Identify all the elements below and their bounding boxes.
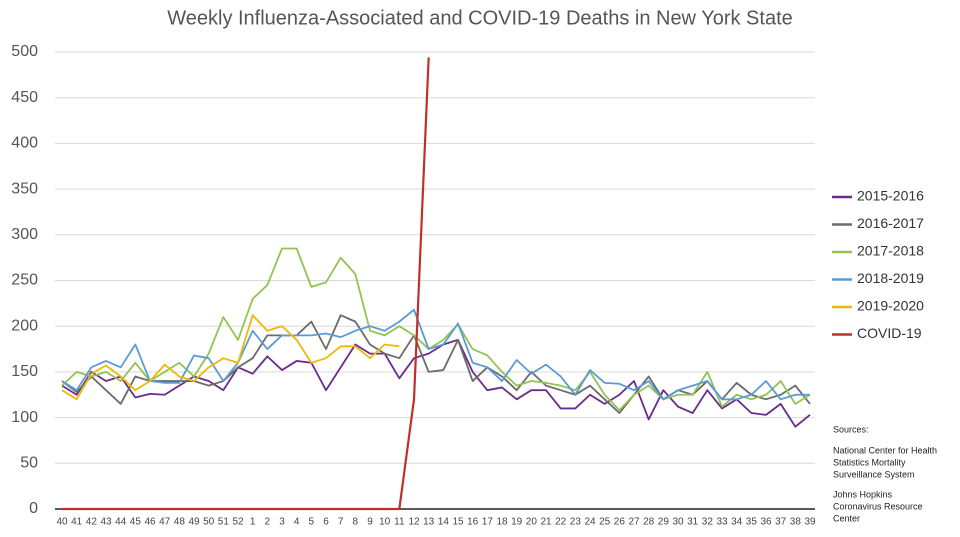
x-tick-label: 27 [628,517,640,528]
x-tick-label: 2 [265,517,271,528]
x-tick-label: 49 [188,517,200,528]
x-tick-label: 25 [599,517,611,528]
x-tick-label: 33 [716,517,728,528]
source-line: Center [833,513,860,523]
source-line: Johns Hopkins [833,489,893,499]
x-tick-label: 34 [731,517,743,528]
x-tick-label: 20 [526,517,538,528]
y-tick-label: 500 [11,43,38,60]
x-tick-label: 29 [658,517,670,528]
y-tick-label: 350 [11,180,38,197]
y-tick-label: 150 [11,363,38,380]
x-tick-label: 31 [687,517,699,528]
x-tick-label: 10 [379,517,391,528]
x-tick-label: 37 [775,517,787,528]
x-tick-label: 48 [174,517,186,528]
x-tick-label: 23 [570,517,582,528]
x-tick-label: 22 [555,517,567,528]
y-tick-label: 400 [11,135,38,152]
series-line [61,314,400,401]
x-tick-label: 47 [159,517,171,528]
x-tick-label: 6 [323,517,329,528]
x-tick-label: 40 [56,517,68,528]
x-tick-label: 45 [130,517,142,528]
x-tick-label: 36 [760,517,772,528]
y-tick-label: 100 [11,409,38,426]
x-tick-label: 13 [423,517,435,528]
y-tick-label: 300 [11,226,38,243]
series-line [61,308,810,401]
sources-heading: Sources: [833,424,869,434]
x-tick-label: 3 [279,517,285,528]
legend-label: 2016-2017 [857,215,924,231]
chart-title: Weekly Influenza-Associated and COVID-19… [167,7,793,29]
x-tick-label: 52 [232,517,244,528]
legend-label: 2017-2018 [857,243,924,259]
x-tick-label: 26 [614,517,626,528]
source-line: Statistics Mortality [833,457,906,467]
x-tick-label: 30 [672,517,684,528]
y-tick-label: 200 [11,317,38,334]
x-tick-label: 42 [86,517,98,528]
source-line: Coronavirus Resource [833,501,923,511]
y-tick-label: 0 [29,500,38,517]
y-tick-label: 450 [11,89,38,106]
x-tick-label: 21 [540,517,552,528]
x-tick-label: 44 [115,517,127,528]
legend-label: 2019-2020 [857,298,924,314]
x-tick-label: 12 [408,517,420,528]
x-tick-label: 14 [438,517,450,528]
x-tick-label: 17 [482,517,494,528]
legend-label: 2018-2019 [857,270,924,286]
x-tick-label: 38 [790,517,802,528]
x-tick-label: 39 [804,517,816,528]
x-tick-label: 16 [467,517,479,528]
x-tick-label: 35 [746,517,758,528]
x-tick-label: 28 [643,517,655,528]
series-line [62,57,430,511]
source-line: National Center for Health [833,445,937,455]
x-tick-label: 15 [452,517,464,528]
y-tick-label: 250 [11,272,38,289]
y-tick-label: 50 [20,455,38,472]
x-tick-label: 7 [338,517,344,528]
x-tick-label: 32 [702,517,714,528]
legend-label: 2015-2016 [857,188,924,204]
x-tick-label: 46 [144,517,156,528]
x-tick-label: 43 [100,517,112,528]
x-tick-label: 9 [367,517,373,528]
x-tick-label: 5 [309,517,315,528]
x-tick-label: 41 [71,517,83,528]
x-tick-label: 11 [394,517,405,528]
x-tick-label: 50 [203,517,215,528]
x-tick-label: 24 [584,517,596,528]
x-tick-label: 18 [496,517,508,528]
x-tick-label: 19 [511,517,523,528]
x-tick-label: 1 [250,517,256,528]
x-tick-label: 51 [218,517,230,528]
x-tick-label: 4 [294,517,300,528]
legend-label: COVID-19 [857,325,922,341]
series-line [61,314,811,414]
series-line [61,247,811,412]
x-tick-label: 8 [353,517,359,528]
source-line: Surveillance System [833,469,915,479]
